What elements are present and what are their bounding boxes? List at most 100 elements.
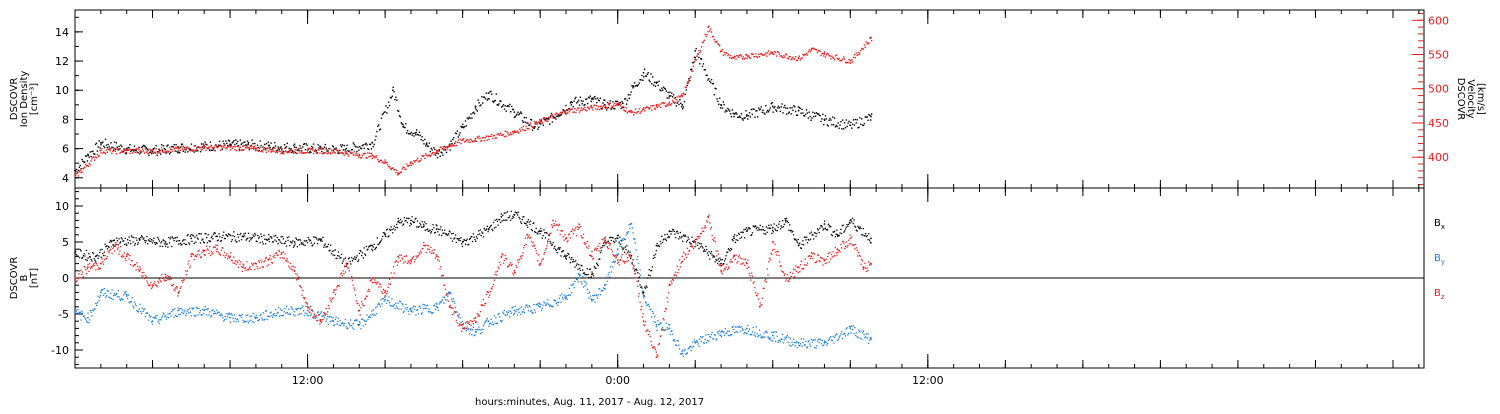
bottom-data-point [94, 265, 95, 266]
bottom-data-point [268, 264, 269, 265]
top-data-point [478, 136, 479, 137]
bottom-data-point [580, 235, 581, 236]
bottom-data-point [318, 311, 319, 312]
top-anchor-point [849, 124, 851, 126]
bottom-data-point [833, 342, 834, 343]
top-data-point [724, 104, 725, 105]
bottom-data-point [353, 285, 354, 286]
bottom-data-point [609, 276, 610, 277]
bottom-data-point [135, 264, 136, 265]
top-data-point [740, 54, 741, 55]
bottom-data-point [858, 329, 859, 330]
bottom-data-point [125, 258, 126, 259]
bottom-data-point [228, 314, 229, 315]
top-data-point [175, 144, 176, 145]
bottom-data-point [775, 230, 776, 231]
bottom-data-point [406, 255, 407, 256]
bottom-data-point [300, 239, 301, 240]
top-data-point [751, 109, 752, 110]
top-data-point [252, 143, 253, 144]
bottom-data-point [246, 239, 247, 240]
top-data-point [163, 145, 164, 146]
bottom-data-point [386, 293, 387, 294]
bottom-data-point [536, 253, 537, 254]
top-data-point [543, 125, 544, 126]
top-data-point [597, 108, 598, 109]
bottom-data-point [266, 257, 267, 258]
bottom-data-point [742, 328, 743, 329]
bottom-data-point [811, 232, 812, 233]
top-data-point [358, 149, 359, 150]
bottom-data-point [690, 346, 691, 347]
bottom-data-point [588, 298, 589, 299]
bottom-data-point [90, 268, 91, 269]
top-data-point [515, 132, 516, 133]
bottom-data-point [283, 238, 284, 239]
top-data-point [761, 106, 762, 107]
top-data-point [204, 141, 205, 142]
top-data-point [837, 122, 838, 123]
bottom-data-point [818, 229, 819, 230]
bottom-data-point [275, 235, 276, 236]
top-data-point [111, 153, 112, 154]
bottom-data-point [518, 217, 519, 218]
bottom-data-point [403, 312, 404, 313]
bottom-data-point [786, 218, 787, 219]
top-data-point [308, 152, 309, 153]
top-data-point [392, 96, 393, 97]
bottom-data-point [201, 233, 202, 234]
bottom-data-point [93, 263, 94, 264]
bottom-data-point [97, 258, 98, 259]
bottom-data-point [377, 306, 378, 307]
bottom-data-point [751, 272, 752, 273]
bottom-anchor-point [100, 292, 102, 294]
bottom-data-point [576, 235, 577, 236]
top-data-point [286, 146, 287, 147]
bottom-data-point [166, 275, 167, 276]
bottom-anchor-point [87, 317, 89, 319]
bottom-data-point [288, 265, 289, 266]
bottom-data-point [680, 232, 681, 233]
bottom-data-point [225, 257, 226, 258]
top-data-point [800, 108, 801, 109]
bottom-data-point [686, 257, 687, 258]
top-data-point [509, 104, 510, 105]
top-data-point [724, 54, 725, 55]
bottom-data-point [261, 261, 262, 262]
top-data-point [776, 55, 777, 56]
top-data-point [686, 89, 687, 90]
bottom-data-point [832, 336, 833, 337]
bottom-data-point [504, 260, 505, 261]
top-anchor-point [870, 116, 872, 118]
bottom-data-point [689, 242, 690, 243]
bottom-data-point [453, 301, 454, 302]
top-data-point [318, 149, 319, 150]
bottom-data-point [236, 261, 237, 262]
bottom-data-point [563, 298, 564, 299]
bottom-data-point [76, 310, 77, 311]
bottom-data-point [725, 328, 726, 329]
bottom-data-point [705, 334, 706, 335]
bottom-data-point [421, 252, 422, 253]
bottom-data-point [398, 303, 399, 304]
bottom-data-point [151, 288, 152, 289]
bottom-data-point [759, 229, 760, 230]
bottom-data-point [596, 250, 597, 251]
top-data-point [114, 141, 115, 142]
bottom-data-point [843, 232, 844, 233]
top-data-point [378, 124, 379, 125]
top-data-point [118, 146, 119, 147]
top-data-point [178, 150, 179, 151]
bottom-data-point [581, 265, 582, 266]
bottom-data-point [520, 256, 521, 257]
bottom-data-point [315, 315, 316, 316]
bottom-data-point [458, 325, 459, 326]
top-data-point [477, 110, 478, 111]
bottom-data-point [570, 237, 571, 238]
top-data-point [212, 149, 213, 150]
bottom-data-point [527, 227, 528, 228]
bottom-data-point [628, 231, 629, 232]
bottom-data-point [97, 296, 98, 297]
top-data-point [411, 165, 412, 166]
